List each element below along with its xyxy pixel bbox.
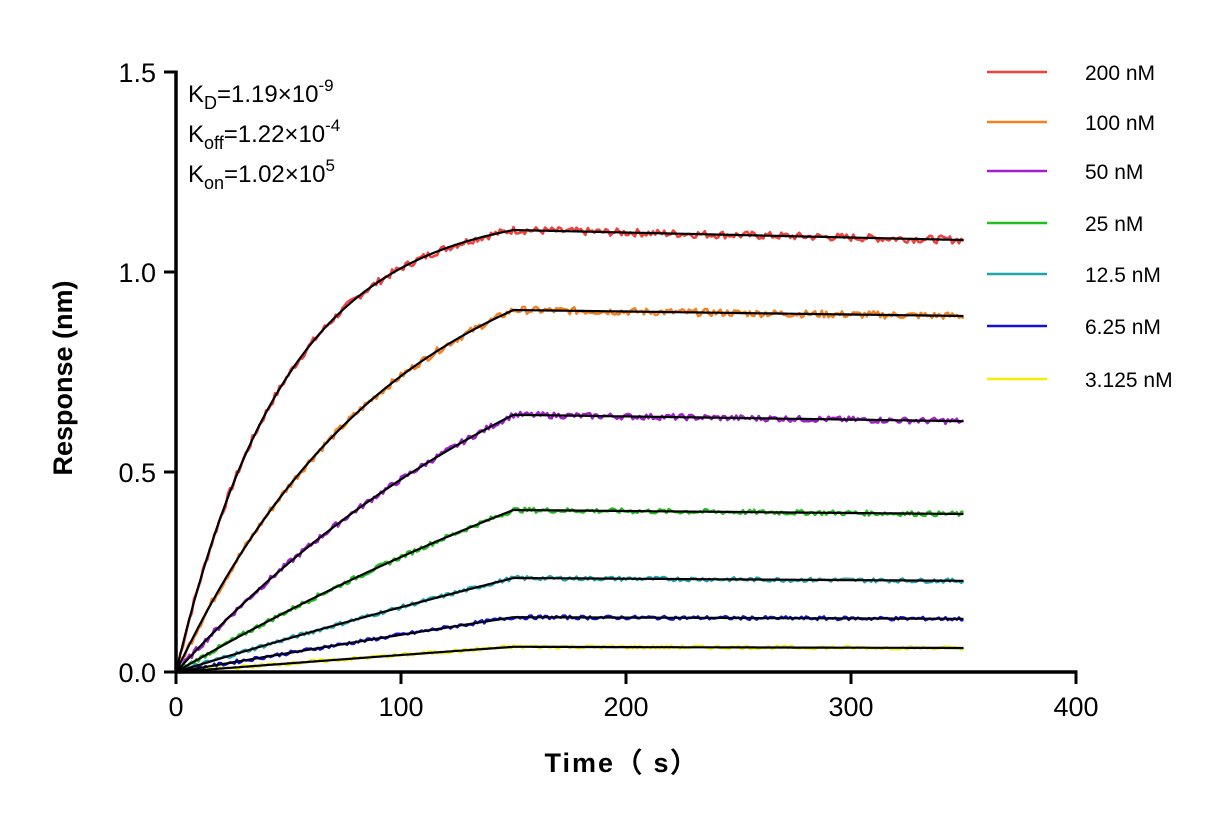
legend-label: 50 nM <box>1085 161 1143 184</box>
data-line-200-nM <box>174 225 965 673</box>
axes: 0 100 200 300 400 0.0 0.5 1.0 1.5 <box>118 58 1098 722</box>
x-tick-label: 300 <box>828 692 873 722</box>
y-axis-label: Response (nm) <box>48 280 78 475</box>
fit-line-100-nM <box>175 308 964 673</box>
fit-line-50-nM <box>175 413 964 673</box>
y-tick-label: 1.0 <box>118 258 156 288</box>
legend-label: 200 nM <box>1085 62 1155 85</box>
legend-label: 6.25 nM <box>1085 316 1161 339</box>
legend: 200 nM 100 nM 50 nM 25 nM 12.5 nM 6.25 nM 3.12… <box>987 62 1173 392</box>
annotation-off: Koff=1.22×10-4 <box>188 116 340 153</box>
legend-label: 100 nM <box>1085 112 1155 135</box>
x-axis-label: Time（ s） <box>544 748 699 778</box>
fit-line-3-125-nM <box>175 645 964 674</box>
legend-label: 12.5 nM <box>1085 264 1161 287</box>
y-tick-label: 0.5 <box>118 458 156 488</box>
curves <box>174 225 965 674</box>
fit-line-200-nM <box>174 228 964 673</box>
fit-line-25-nM <box>175 508 964 673</box>
x-tick-label: 200 <box>603 692 648 722</box>
x-tick-label: 400 <box>1053 692 1098 722</box>
data-line-50-nM <box>175 410 965 673</box>
data-line-3-125-nM <box>175 644 965 674</box>
x-tick-label: 100 <box>378 692 423 722</box>
fit-line-6-25-nM <box>175 616 964 674</box>
y-tick-label: 0.0 <box>118 658 156 688</box>
x-tick-label: 0 <box>168 692 183 722</box>
y-tick-label: 1.5 <box>118 58 156 88</box>
annotation-D: KD=1.19×10-9 <box>188 76 334 113</box>
annotation-on: Kon=1.02×105 <box>188 156 335 193</box>
legend-label: 3.125 nM <box>1085 369 1173 392</box>
data-line-12-5-nM <box>175 574 965 674</box>
legend-label: 25 nM <box>1085 213 1143 236</box>
fit-line-12-5-nM <box>175 576 964 674</box>
